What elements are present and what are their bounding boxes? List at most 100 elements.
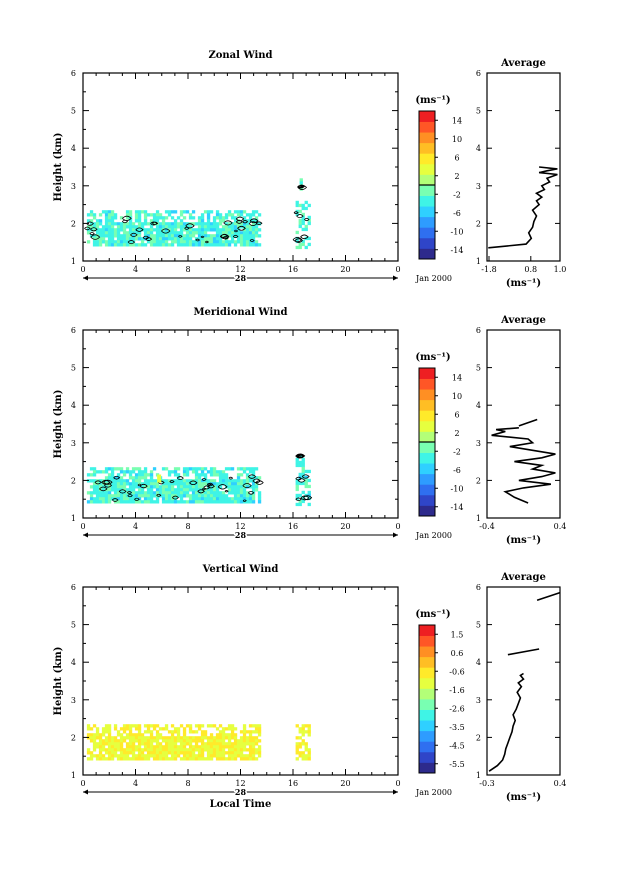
heatmap-cell xyxy=(191,739,196,743)
heatmap-cell xyxy=(134,500,139,504)
heatmap-cell xyxy=(128,470,133,474)
heatmap-cell xyxy=(128,739,133,743)
heatmap-cell xyxy=(215,234,220,238)
heatmap-cell xyxy=(149,742,154,746)
heatmap-cell xyxy=(143,243,148,247)
heatmap-cell xyxy=(227,497,232,501)
heatmap-cell xyxy=(170,748,175,752)
heatmap-cell xyxy=(206,479,211,483)
colorbar-tick-label: -0.6 xyxy=(449,667,464,676)
heatmap-cell xyxy=(227,742,232,746)
heatmap-cell xyxy=(206,754,211,758)
heatmap-cell xyxy=(107,243,112,247)
heatmap-cell xyxy=(251,231,256,235)
heatmap-cell xyxy=(125,240,130,244)
heatmap-cells xyxy=(86,724,311,761)
heatmap-cell xyxy=(89,479,94,483)
heatmap-cell xyxy=(203,476,208,480)
heatmap-cell xyxy=(248,751,253,755)
heatmap-cell xyxy=(110,754,115,758)
heatmap-cell xyxy=(203,467,208,471)
heatmap-cell xyxy=(134,757,139,761)
heatmap-cell xyxy=(212,494,217,498)
heatmap-cell xyxy=(98,482,103,486)
heatmap-cell xyxy=(116,467,121,471)
heatmap-cell xyxy=(182,240,187,244)
heatmap-cell xyxy=(107,500,112,504)
heatmap-cell xyxy=(298,245,302,250)
heatmap-cell xyxy=(170,243,175,247)
y-tick-label: 5 xyxy=(71,364,76,373)
heatmap-cell xyxy=(119,754,124,758)
heatmap-cell xyxy=(164,234,169,238)
heatmap-cell xyxy=(167,745,172,749)
heatmap-cell xyxy=(212,243,217,247)
heatmap-cell xyxy=(170,485,175,489)
heatmap-cell xyxy=(227,757,232,761)
heatmap-cell xyxy=(98,745,103,749)
heatmap-cell xyxy=(140,494,145,498)
heatmap-cell xyxy=(242,739,247,743)
heatmap-cell xyxy=(182,473,187,477)
heatmap-cell xyxy=(119,225,124,229)
heatmap-cell xyxy=(125,231,130,235)
heatmap-cell xyxy=(119,751,124,755)
heatmap-cell xyxy=(301,490,305,495)
heatmap-cell xyxy=(164,500,169,504)
heatmap-cell xyxy=(167,228,172,232)
colorbar-swatch xyxy=(419,699,435,710)
heatmap-cell xyxy=(122,240,127,244)
heatmap-cell xyxy=(188,754,193,758)
colorbar-swatch xyxy=(419,452,435,464)
heatmap-cell xyxy=(251,739,256,743)
colorbar-swatch xyxy=(419,389,435,401)
heatmap-cell xyxy=(104,213,109,217)
heatmap-cell xyxy=(200,479,205,483)
heatmap-cell xyxy=(230,213,235,217)
heatmap-cell xyxy=(221,745,226,749)
heatmap-cell xyxy=(125,497,130,501)
heatmap-cell xyxy=(98,500,103,504)
heatmap-cell xyxy=(110,234,115,238)
heatmap-cell xyxy=(209,237,214,241)
heatmap-cell xyxy=(158,733,163,737)
heatmap-cell xyxy=(218,482,223,486)
heatmap-cell xyxy=(182,225,187,229)
heatmap-cell xyxy=(113,240,118,244)
heatmap-cell xyxy=(245,479,250,483)
heatmap-cell xyxy=(149,730,154,734)
heatmap-cell xyxy=(239,482,244,486)
heatmap-cell xyxy=(233,222,238,226)
heatmap-cell xyxy=(182,742,187,746)
heatmap-cell xyxy=(239,240,244,244)
average-y-tick-label: 4 xyxy=(476,658,481,667)
heatmap-cell xyxy=(188,237,193,241)
heatmap-cell xyxy=(230,222,235,226)
heatmap-cell xyxy=(122,479,127,483)
colorbar-swatch xyxy=(419,368,435,379)
heatmap-cell xyxy=(149,470,154,474)
date-bar-arrow-right xyxy=(393,789,398,795)
average-x-label: (ms⁻¹) xyxy=(506,535,541,546)
heatmap-cell xyxy=(110,213,115,217)
heatmap-cell xyxy=(221,494,226,498)
colorbar-swatch xyxy=(419,431,435,443)
heatmap-cell xyxy=(251,751,256,755)
heatmap-cell xyxy=(125,470,130,474)
heatmap-cell xyxy=(206,213,211,217)
heatmap-cell xyxy=(107,754,112,758)
heatmap-cell xyxy=(257,228,262,232)
heatmap-cell xyxy=(218,500,223,504)
heatmap-cell xyxy=(173,751,178,755)
heatmap-cell xyxy=(122,237,127,241)
y-tick-label: 1 xyxy=(71,771,76,780)
heatmap-cell xyxy=(134,213,139,217)
heatmap-cell xyxy=(254,467,259,471)
colorbar-tick-label: -5.5 xyxy=(449,760,464,769)
heatmap-cell xyxy=(295,460,299,465)
heatmap-cell xyxy=(149,745,154,749)
heatmap-cell xyxy=(137,243,142,247)
heatmap-cell xyxy=(92,222,97,226)
heatmap-cell xyxy=(137,231,142,235)
heatmap-cell xyxy=(104,751,109,755)
